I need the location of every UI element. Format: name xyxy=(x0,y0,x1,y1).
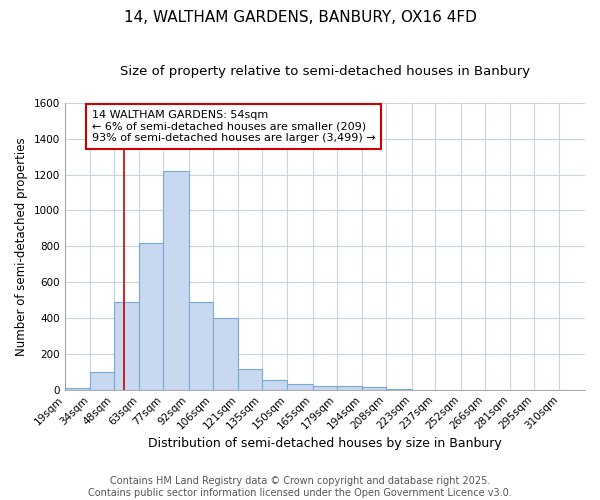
Text: 14 WALTHAM GARDENS: 54sqm
← 6% of semi-detached houses are smaller (209)
93% of : 14 WALTHAM GARDENS: 54sqm ← 6% of semi-d… xyxy=(92,110,376,143)
Bar xyxy=(139,242,163,390)
X-axis label: Distribution of semi-detached houses by size in Banbury: Distribution of semi-detached houses by … xyxy=(148,437,502,450)
Bar xyxy=(362,387,386,390)
Bar xyxy=(287,384,313,390)
Bar xyxy=(212,318,238,390)
Bar xyxy=(65,388,90,390)
Title: Size of property relative to semi-detached houses in Banbury: Size of property relative to semi-detach… xyxy=(120,65,530,78)
Text: Contains HM Land Registry data © Crown copyright and database right 2025.
Contai: Contains HM Land Registry data © Crown c… xyxy=(88,476,512,498)
Bar xyxy=(238,369,262,390)
Bar xyxy=(163,171,189,390)
Bar xyxy=(313,386,337,390)
Bar xyxy=(337,386,362,390)
Text: 14, WALTHAM GARDENS, BANBURY, OX16 4FD: 14, WALTHAM GARDENS, BANBURY, OX16 4FD xyxy=(124,10,476,25)
Bar xyxy=(114,302,139,390)
Y-axis label: Number of semi-detached properties: Number of semi-detached properties xyxy=(15,137,28,356)
Bar xyxy=(189,302,212,390)
Bar xyxy=(90,372,114,390)
Bar xyxy=(262,380,287,390)
